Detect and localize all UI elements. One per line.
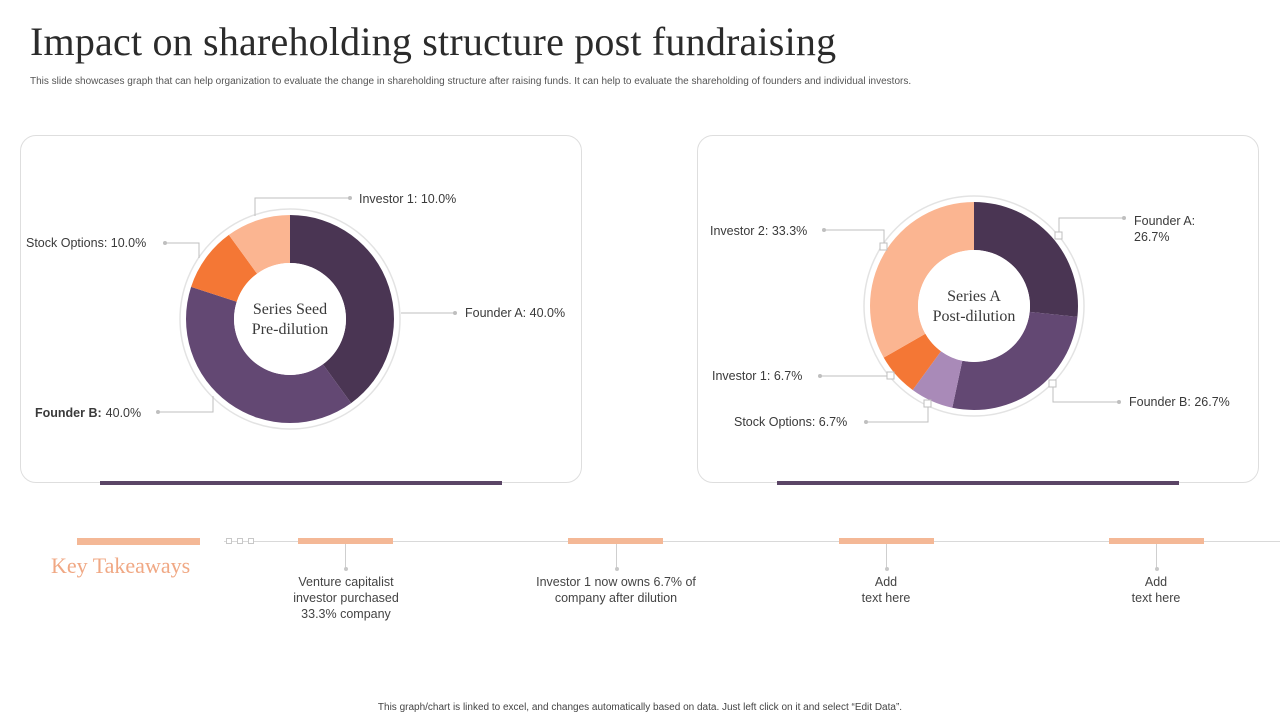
chart-card-series-seed: Series Seed Pre-dilution Investor 1: 10.… [20,135,582,483]
center-label-line1: Series A [947,288,1001,305]
leader-dot-stock-options [163,241,167,245]
leader-dot-founder-a [453,311,457,315]
label-investor-1: Investor 1: 6.7% [712,369,802,383]
takeaway-2-dot [615,567,619,571]
slice-investor-2[interactable] [870,202,974,358]
chart-card-series-a: Series A Post-dilution Founder A: 26.7% … [697,135,1259,483]
donut-chart-series-a[interactable]: Series A Post-dilution Founder A: 26.7% … [698,136,1260,484]
leader-line-investor-2 [825,229,885,243]
label-founder-a: Founder A: 40.0% [465,306,565,320]
leader-line-stock-options [166,242,200,258]
leader-line-founder-a [1058,217,1123,232]
takeaway-2-bar [568,538,663,544]
slice-founder-a[interactable] [290,215,394,404]
takeaway-1-bar [298,538,393,544]
takeaways-timeline [224,541,1280,542]
leader-marker-investor-2 [879,242,888,251]
key-takeaways-heading: Key Takeaways [51,553,191,578]
takeaway-3-dot [885,567,889,571]
center-label-line2: Post-dilution [933,308,1016,325]
donut-outer-ring [179,208,401,430]
label-investor-2: Investor 2: 33.3% [710,224,807,238]
takeaway-1-dot [344,567,348,571]
page-subtitle: This slide showcases graph that can help… [30,76,912,87]
label-founder-b: Founder B: 26.7% [1129,395,1230,409]
slice-investor-1[interactable] [228,215,290,274]
leader-line-investor-1 [254,197,349,216]
center-label-line1: Series Seed [253,301,327,318]
slice-founder-b[interactable] [185,286,352,423]
label-founder-b-name: Founder B: [35,406,102,420]
leader-marker-investor-1 [886,371,895,380]
donut-hole [918,250,1030,362]
label-founder-b: Founder B: 40.0% [35,406,141,420]
leader-dot-investor-2 [822,228,826,232]
takeaway-4-bar [1109,538,1204,544]
donut-hole [234,263,346,375]
leader-dot-founder-b [1117,400,1121,404]
takeaway-1-text: Venture capitalist investor purchased 33… [293,575,399,621]
slice-investor-1[interactable] [883,333,941,390]
takeaway-1-connector [345,544,346,568]
leader-dot-founder-a [1122,216,1126,220]
slice-stock-options[interactable] [912,351,963,408]
donut-outer-ring [863,195,1085,417]
timeline-marker [248,538,254,544]
leader-marker-stock-options [923,399,932,408]
label-founder-b-value: 40.0% [106,406,141,420]
leader-dot-founder-b [156,410,160,414]
takeaway-4-text: Add text here [1131,575,1181,605]
leader-line-founder-b [159,396,214,413]
key-takeaways-accent-bar [77,538,200,545]
leader-dot-investor-1 [348,196,352,200]
takeaway-3-connector [886,544,887,568]
footer-note: This graph/chart is linked to excel, and… [377,702,903,713]
takeaway-3-bar [839,538,934,544]
leader-line-founder-b [1052,387,1118,403]
page-title: Impact on shareholding structure post fu… [30,19,837,64]
label-founder-a-line1: Founder A: [1134,214,1195,228]
leader-marker-founder-a [1054,231,1063,240]
timeline-marker [237,538,243,544]
label-stock-options: Stock Options: 10.0% [26,236,146,250]
donut-chart-series-seed[interactable]: Series Seed Pre-dilution Investor 1: 10.… [21,136,583,484]
slice-stock-options[interactable] [191,234,258,302]
takeaway-2-text: Investor 1 now owns 6.7% of company afte… [536,575,696,605]
leader-dot-investor-1 [818,374,822,378]
card-underline-left [100,481,502,485]
timeline-marker [226,538,232,544]
leader-dot-stock-options [864,420,868,424]
slice-founder-a[interactable] [974,202,1078,317]
label-founder-a-line2: 26.7% [1134,230,1169,244]
takeaway-2-connector [616,544,617,568]
slice-founder-b[interactable] [952,311,1078,410]
card-underline-right [777,481,1179,485]
takeaway-4-connector [1156,544,1157,568]
takeaway-4-dot [1155,567,1159,571]
leader-line-stock-options [867,407,929,423]
center-label-line2: Pre-dilution [252,321,328,338]
takeaway-3-text: Add text here [861,575,911,605]
label-stock-options: Stock Options: 6.7% [734,415,847,429]
label-investor-1: Investor 1: 10.0% [359,192,456,206]
leader-marker-founder-b [1048,379,1057,388]
